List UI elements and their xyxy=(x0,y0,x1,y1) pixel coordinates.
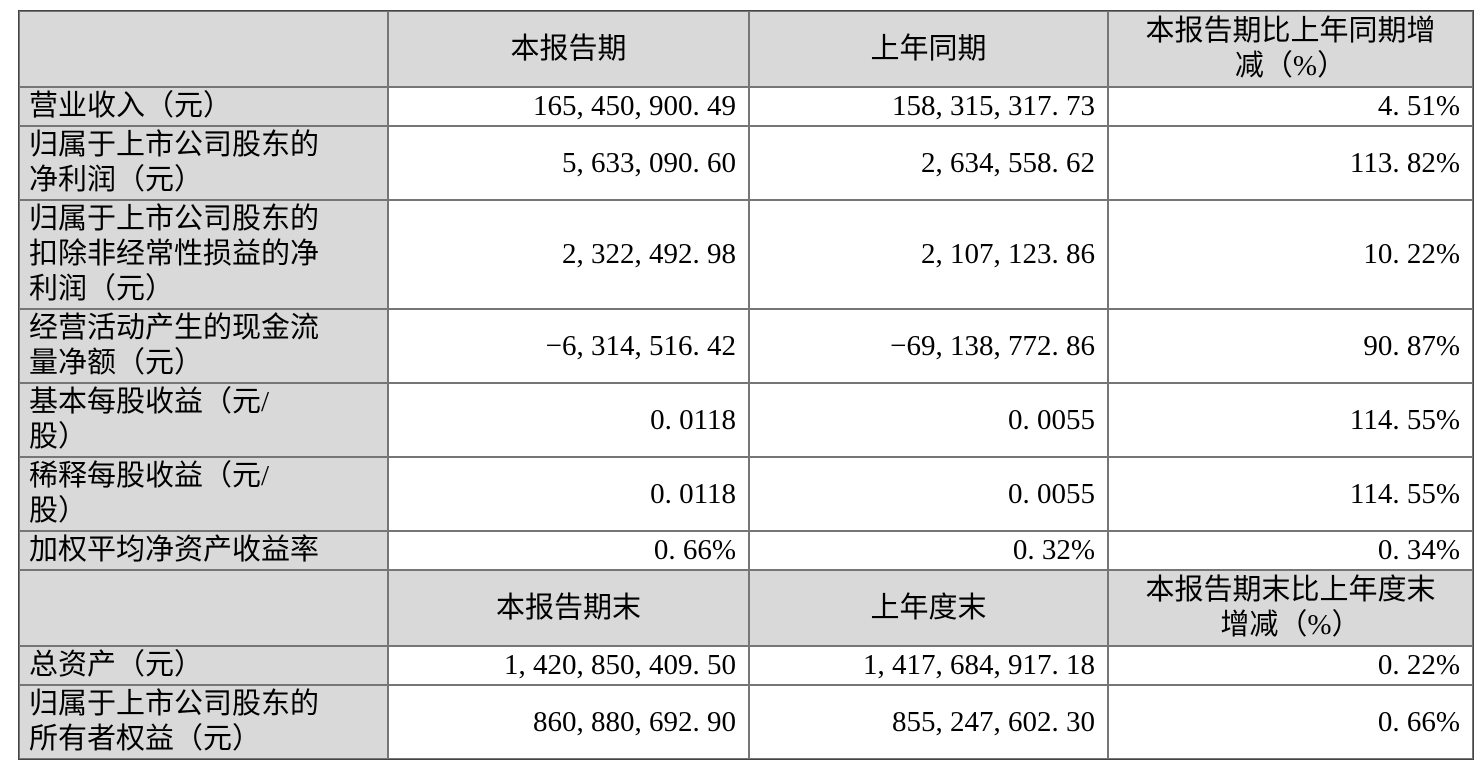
row-label: 加权平均净资产收益率 xyxy=(19,531,388,570)
period-header-row: 本报告期 上年同期 本报告期比上年同期增 减（%） xyxy=(19,11,1473,87)
value-prior-period: 0. 0055 xyxy=(749,383,1108,457)
value-current-period: 860, 880, 692. 90 xyxy=(388,685,749,759)
value-current-period: 2, 322, 492. 98 xyxy=(388,200,749,309)
table-row-net-profit-excl-nonrecurring: 归属于上市公司股东的 扣除非经常性损益的净 利润（元） 2, 322, 492.… xyxy=(19,200,1473,309)
value-prior-period: −69, 138, 772. 86 xyxy=(749,309,1108,383)
financial-summary-table-container: 本报告期 上年同期 本报告期比上年同期增 减（%） 营业收入（元） 165, 4… xyxy=(18,10,1474,760)
value-current-period: −6, 314, 516. 42 xyxy=(388,309,749,383)
row-label: 经营活动产生的现金流 量净额（元） xyxy=(19,309,388,383)
value-current-period: 165, 450, 900. 49 xyxy=(388,87,749,126)
value-change: 0. 22% xyxy=(1108,646,1473,685)
value-prior-period: 0. 0055 xyxy=(749,457,1108,531)
table-row-basic-eps: 基本每股收益（元/ 股） 0. 0118 0. 0055 114. 55% xyxy=(19,383,1473,457)
row-label: 总资产（元） xyxy=(19,646,388,685)
value-current-period: 1, 420, 850, 409. 50 xyxy=(388,646,749,685)
value-prior-period: 1, 417, 684, 917. 18 xyxy=(749,646,1108,685)
value-prior-period: 0. 32% xyxy=(749,531,1108,570)
value-current-period: 0. 0118 xyxy=(388,383,749,457)
header-current-period: 本报告期 xyxy=(388,11,749,87)
value-change: 4. 51% xyxy=(1108,87,1473,126)
table-row-diluted-eps: 稀释每股收益（元/ 股） 0. 0118 0. 0055 114. 55% xyxy=(19,457,1473,531)
row-label: 归属于上市公司股东的 净利润（元） xyxy=(19,126,388,200)
table-row-net-profit: 归属于上市公司股东的 净利润（元） 5, 633, 090. 60 2, 634… xyxy=(19,126,1473,200)
header-current-period-end: 本报告期末 xyxy=(388,570,749,646)
header-prior-period: 上年同期 xyxy=(749,11,1108,87)
value-current-period: 0. 66% xyxy=(388,531,749,570)
value-change: 90. 87% xyxy=(1108,309,1473,383)
value-change: 114. 55% xyxy=(1108,457,1473,531)
table-row-operating-cash-flow: 经营活动产生的现金流 量净额（元） −6, 314, 516. 42 −69, … xyxy=(19,309,1473,383)
table-row-shareholders-equity: 归属于上市公司股东的 所有者权益（元） 860, 880, 692. 90 85… xyxy=(19,685,1473,759)
row-label: 稀释每股收益（元/ 股） xyxy=(19,457,388,531)
value-prior-period: 2, 634, 558. 62 xyxy=(749,126,1108,200)
header-empty-cell xyxy=(19,570,388,646)
value-prior-period: 2, 107, 123. 86 xyxy=(749,200,1108,309)
value-change: 114. 55% xyxy=(1108,383,1473,457)
header-period-change: 本报告期比上年同期增 减（%） xyxy=(1108,11,1473,87)
header-prior-year-end: 上年度末 xyxy=(749,570,1108,646)
value-change: 10. 22% xyxy=(1108,200,1473,309)
value-change: 0. 66% xyxy=(1108,685,1473,759)
financial-summary-table: 本报告期 上年同期 本报告期比上年同期增 减（%） 营业收入（元） 165, 4… xyxy=(18,10,1474,760)
table-row-weighted-avg-roe: 加权平均净资产收益率 0. 66% 0. 32% 0. 34% xyxy=(19,531,1473,570)
table-row-total-assets: 总资产（元） 1, 420, 850, 409. 50 1, 417, 684,… xyxy=(19,646,1473,685)
value-prior-period: 158, 315, 317. 73 xyxy=(749,87,1108,126)
period-end-header-row: 本报告期末 上年度末 本报告期末比上年度末 增减（%） xyxy=(19,570,1473,646)
row-label: 归属于上市公司股东的 扣除非经常性损益的净 利润（元） xyxy=(19,200,388,309)
row-label: 归属于上市公司股东的 所有者权益（元） xyxy=(19,685,388,759)
value-prior-period: 855, 247, 602. 30 xyxy=(749,685,1108,759)
value-change: 113. 82% xyxy=(1108,126,1473,200)
table-row-operating-revenue: 营业收入（元） 165, 450, 900. 49 158, 315, 317.… xyxy=(19,87,1473,126)
value-current-period: 0. 0118 xyxy=(388,457,749,531)
header-period-end-change: 本报告期末比上年度末 增减（%） xyxy=(1108,570,1473,646)
header-empty-cell xyxy=(19,11,388,87)
row-label: 基本每股收益（元/ 股） xyxy=(19,383,388,457)
value-change: 0. 34% xyxy=(1108,531,1473,570)
value-current-period: 5, 633, 090. 60 xyxy=(388,126,749,200)
row-label: 营业收入（元） xyxy=(19,87,388,126)
